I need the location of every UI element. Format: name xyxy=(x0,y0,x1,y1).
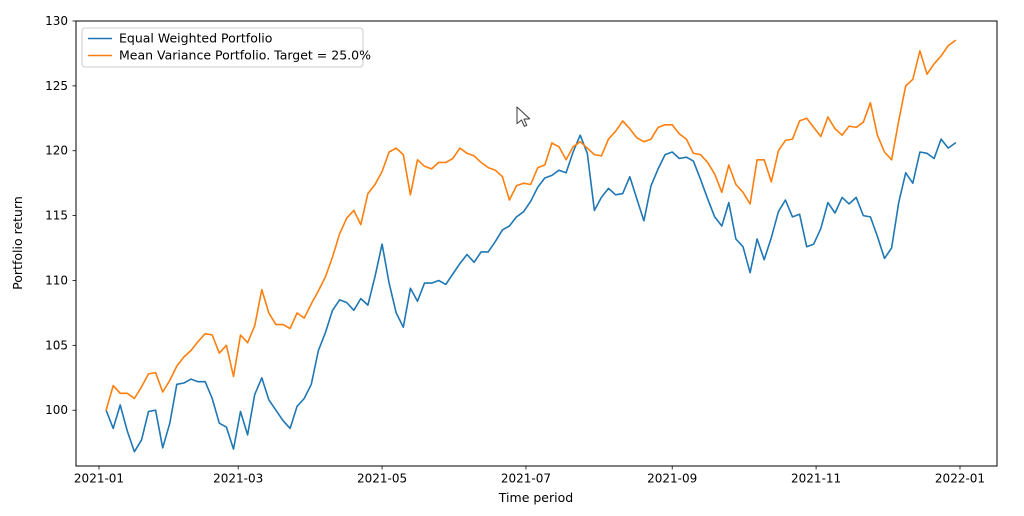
y-tick-label: 125 xyxy=(45,79,68,93)
equal-weighted-portfolio-line xyxy=(105,134,957,453)
y-axis-label: Portfolio return xyxy=(10,196,25,290)
y-tick-label: 105 xyxy=(45,338,68,352)
x-tick-label: 2021-03 xyxy=(213,472,263,486)
plot-area xyxy=(75,20,998,467)
y-tick-label: 120 xyxy=(45,144,68,158)
y-tick-label: 110 xyxy=(45,273,68,287)
y-tick-label: 130 xyxy=(45,14,68,28)
axis-ticks: 2021-01 2021-03 2021-05 2021-07 2021-09 2021-… xyxy=(45,14,985,486)
legend: Equal Weighted Portfolio Mean Variance P… xyxy=(81,27,371,68)
x-tick-label: 2021-01 xyxy=(74,472,124,486)
x-axis-label: Time period xyxy=(498,490,573,505)
y-tick-label: 100 xyxy=(45,403,68,417)
legend-label-mean-variance: Mean Variance Portfolio. Target = 25.0% xyxy=(119,48,371,63)
x-tick-label: 2021-07 xyxy=(501,472,551,486)
mouse-cursor-icon xyxy=(516,106,531,127)
mean-variance-portfolio-line xyxy=(105,39,957,411)
y-tick-label: 115 xyxy=(45,209,68,223)
legend-box xyxy=(81,27,364,68)
x-tick-label: 2022-01 xyxy=(935,472,985,486)
legend-label-equal-weighted: Equal Weighted Portfolio xyxy=(119,31,272,46)
x-tick-label: 2021-05 xyxy=(357,472,407,486)
series-group xyxy=(105,39,957,453)
x-tick-label: 2021-11 xyxy=(791,472,841,486)
x-tick-label: 2021-09 xyxy=(647,472,697,486)
